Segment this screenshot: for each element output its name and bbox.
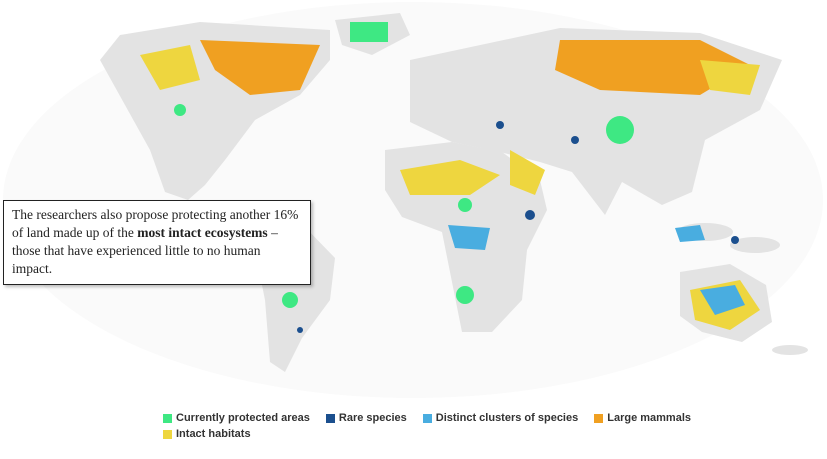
legend-swatch xyxy=(325,413,335,423)
legend-label: Currently protected areas xyxy=(176,412,310,424)
legend-swatch xyxy=(422,413,432,423)
legend-item: Rare species xyxy=(325,412,407,424)
legend-label: Large mammals xyxy=(607,412,691,424)
legend-label: Rare species xyxy=(338,412,407,424)
legend-swatch xyxy=(594,413,604,423)
legend-item: Distinct clusters of species xyxy=(422,412,579,424)
annotation-emphasis: most intact ecosystems xyxy=(137,225,268,240)
legend-label: Distinct clusters of species xyxy=(435,412,579,424)
habitat-patches xyxy=(140,22,760,333)
annotation-text: The researchers also propose protecting … xyxy=(12,207,299,240)
legend-item: Currently protected areas xyxy=(163,412,310,424)
annotation: The researchers also propose protecting … xyxy=(3,200,311,285)
legend: Currently protected areas Rare species Dis… xyxy=(163,412,723,440)
legend-label: Intact habitats xyxy=(176,428,251,440)
legend-swatch xyxy=(163,413,172,423)
legend-item: Intact habitats xyxy=(163,428,251,440)
legend-swatch xyxy=(163,429,172,439)
legend-item: Large mammals xyxy=(594,412,691,424)
annotation-text: – those that have experienced little to … xyxy=(12,225,278,276)
